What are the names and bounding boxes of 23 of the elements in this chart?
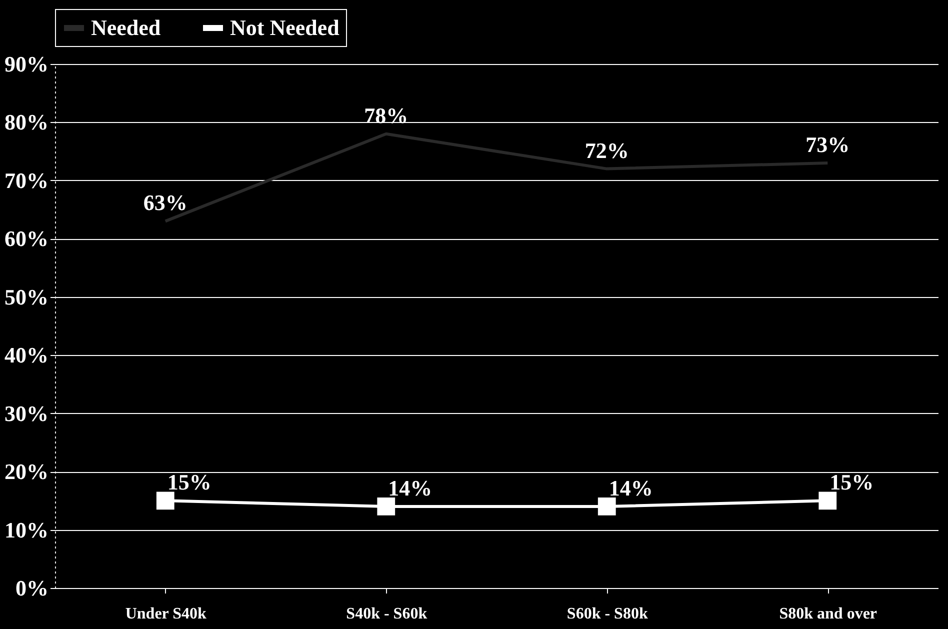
y-tick-label: 0% xyxy=(16,576,48,600)
data-label: 72% xyxy=(584,138,629,163)
y-tick-label: 40% xyxy=(4,342,48,368)
x-tick-label: S80k and over xyxy=(779,606,878,622)
data-label: 14% xyxy=(388,475,432,500)
data-label: 73% xyxy=(806,132,850,157)
legend-label: Not Needed xyxy=(230,15,340,40)
y-tick-label: 90% xyxy=(4,52,48,76)
data-label: 15% xyxy=(830,470,874,495)
y-tick-label: 80% xyxy=(4,110,48,135)
x-tick-label: S60k - S80k xyxy=(566,606,648,622)
y-tick-label: 70% xyxy=(4,168,48,193)
y-tick-label: 50% xyxy=(4,284,48,310)
y-tick-label: 10% xyxy=(4,517,48,542)
data-label: 15% xyxy=(167,470,212,495)
legend-label: Needed xyxy=(91,15,161,40)
y-tick-label: 30% xyxy=(4,400,48,426)
x-tick-label: Under S40k xyxy=(125,606,207,622)
data-label: 14% xyxy=(608,475,653,500)
data-label: 63% xyxy=(143,190,188,216)
x-tick-label: S40k - S60k xyxy=(346,606,428,622)
y-tick-label: 20% xyxy=(4,459,48,484)
y-tick-label: 60% xyxy=(4,226,48,252)
